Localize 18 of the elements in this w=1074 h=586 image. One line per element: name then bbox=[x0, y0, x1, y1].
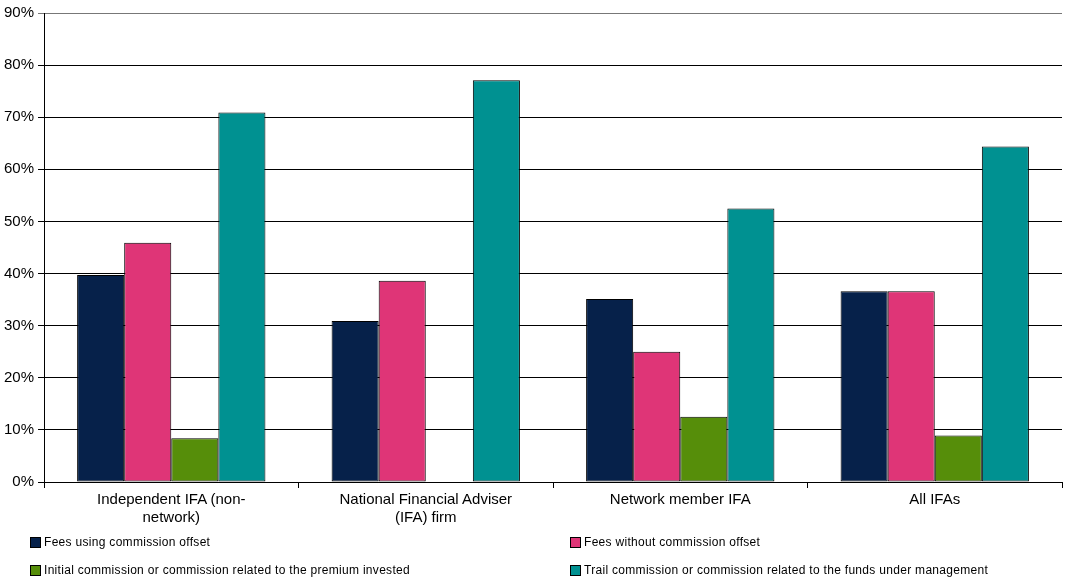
x-tick-label: Network member IFA bbox=[609, 490, 751, 508]
x-tick-label: All IFAs bbox=[909, 490, 961, 508]
y-tick-label: 10% bbox=[3, 420, 35, 438]
y-tick-label: 50% bbox=[3, 211, 35, 229]
legend-label: Fees without commission offset bbox=[584, 535, 761, 549]
y-tick-label: 90% bbox=[3, 3, 35, 21]
y-tick-label: 70% bbox=[3, 107, 35, 125]
x-tick-label: National Financial Adviser (IFA) firm bbox=[339, 490, 513, 526]
y-tick-label: 0% bbox=[12, 472, 35, 490]
legend-label: Trail commission or commission related to the funds under management bbox=[584, 563, 989, 577]
y-tick-label: 80% bbox=[3, 55, 35, 73]
y-tick-label: 60% bbox=[3, 159, 35, 177]
y-tick-label: 30% bbox=[3, 315, 35, 333]
y-tick-label: 40% bbox=[3, 263, 35, 281]
y-tick-label: 20% bbox=[3, 367, 35, 385]
legend-label: Fees using commission offset bbox=[44, 535, 211, 549]
x-tick-label: Independent IFA (non-network) bbox=[97, 490, 246, 526]
legend-label: Initial commission or commission related to the premium invested bbox=[44, 563, 410, 577]
